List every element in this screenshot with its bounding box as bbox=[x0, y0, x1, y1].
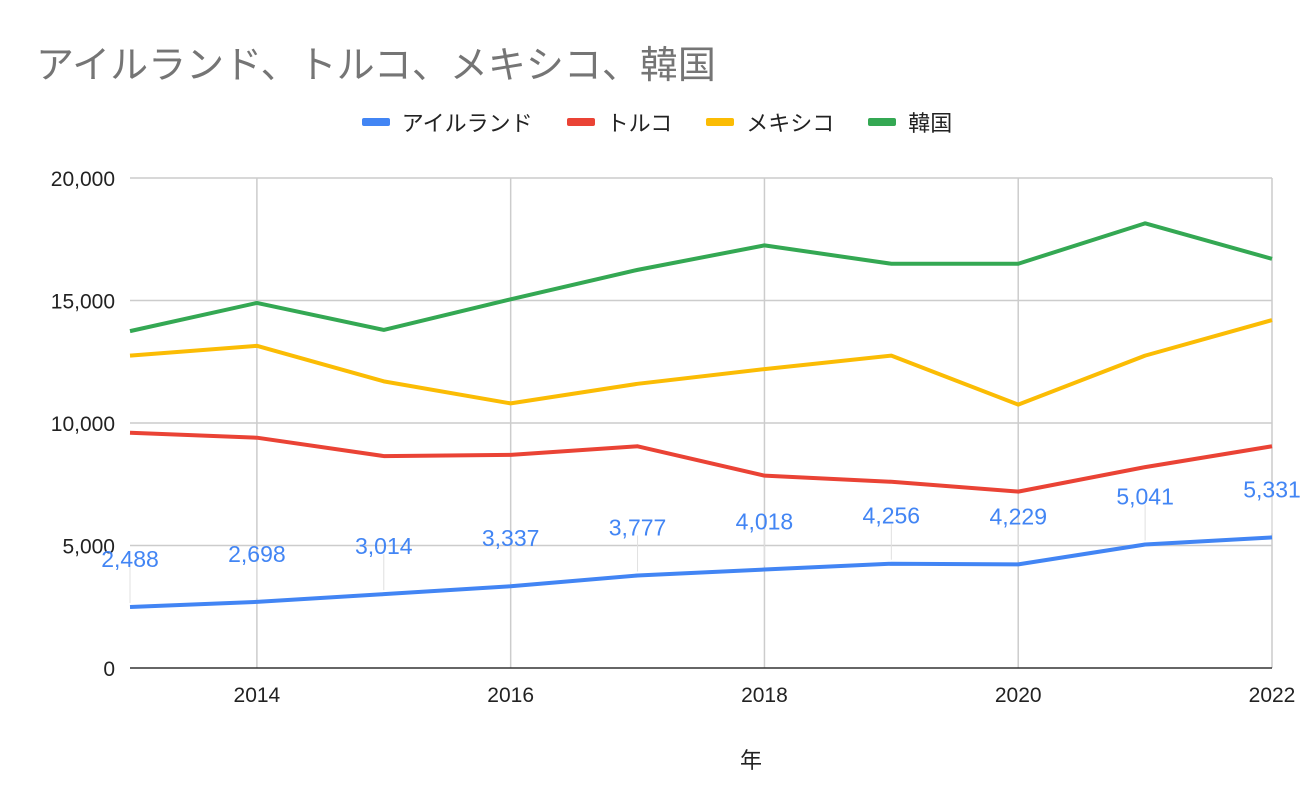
x-tick-label: 2022 bbox=[1249, 684, 1296, 707]
legend-swatch bbox=[868, 118, 897, 126]
y-tick-label: 5,000 bbox=[62, 536, 115, 559]
legend-label: メキシコ bbox=[746, 112, 835, 137]
y-tick-label: 15,000 bbox=[51, 291, 115, 314]
legend-item[interactable]: トルコ bbox=[566, 106, 673, 138]
x-tick-label: 2018 bbox=[741, 684, 788, 707]
x-tick-label: 2020 bbox=[995, 684, 1042, 707]
y-tick-label: 10,000 bbox=[51, 413, 115, 436]
y-tick-label: 20,000 bbox=[51, 168, 115, 191]
series-line bbox=[129, 535, 1273, 610]
data-label: 4,229 bbox=[989, 503, 1047, 529]
data-label: 2,488 bbox=[101, 546, 159, 572]
data-label: 2,698 bbox=[228, 541, 286, 567]
legend-label: トルコ bbox=[606, 112, 673, 137]
data-label: 3,337 bbox=[482, 525, 540, 551]
data-label: 4,256 bbox=[863, 503, 921, 529]
y-tick-label: 0 bbox=[103, 658, 115, 681]
series-line bbox=[129, 318, 1273, 407]
chart-title: アイルランド、トルコ、メキシコ、韓国 bbox=[36, 43, 716, 87]
x-axis-label: 年 bbox=[740, 749, 762, 774]
legend-item[interactable]: メキシコ bbox=[706, 106, 834, 138]
x-tick-label: 2014 bbox=[234, 684, 281, 707]
data-label: 3,014 bbox=[355, 533, 413, 559]
legend: アイルランド トルコ メキシコ 韓国 bbox=[0, 106, 1314, 138]
legend-label: アイルランド bbox=[401, 112, 533, 137]
data-label: 5,331 bbox=[1243, 476, 1301, 502]
legend-swatch bbox=[361, 118, 390, 126]
data-label: 3,777 bbox=[609, 514, 667, 540]
legend-item[interactable]: 韓国 bbox=[868, 106, 952, 138]
legend-swatch bbox=[706, 118, 735, 126]
series-line bbox=[129, 221, 1273, 334]
data-label: 4,018 bbox=[736, 509, 794, 535]
series-line bbox=[129, 430, 1273, 494]
data-label: 5,041 bbox=[1116, 483, 1174, 509]
x-tick-label: 2016 bbox=[487, 684, 534, 707]
legend-swatch bbox=[566, 118, 595, 126]
legend-item[interactable]: アイルランド bbox=[361, 106, 533, 138]
legend-label: 韓国 bbox=[908, 112, 953, 137]
